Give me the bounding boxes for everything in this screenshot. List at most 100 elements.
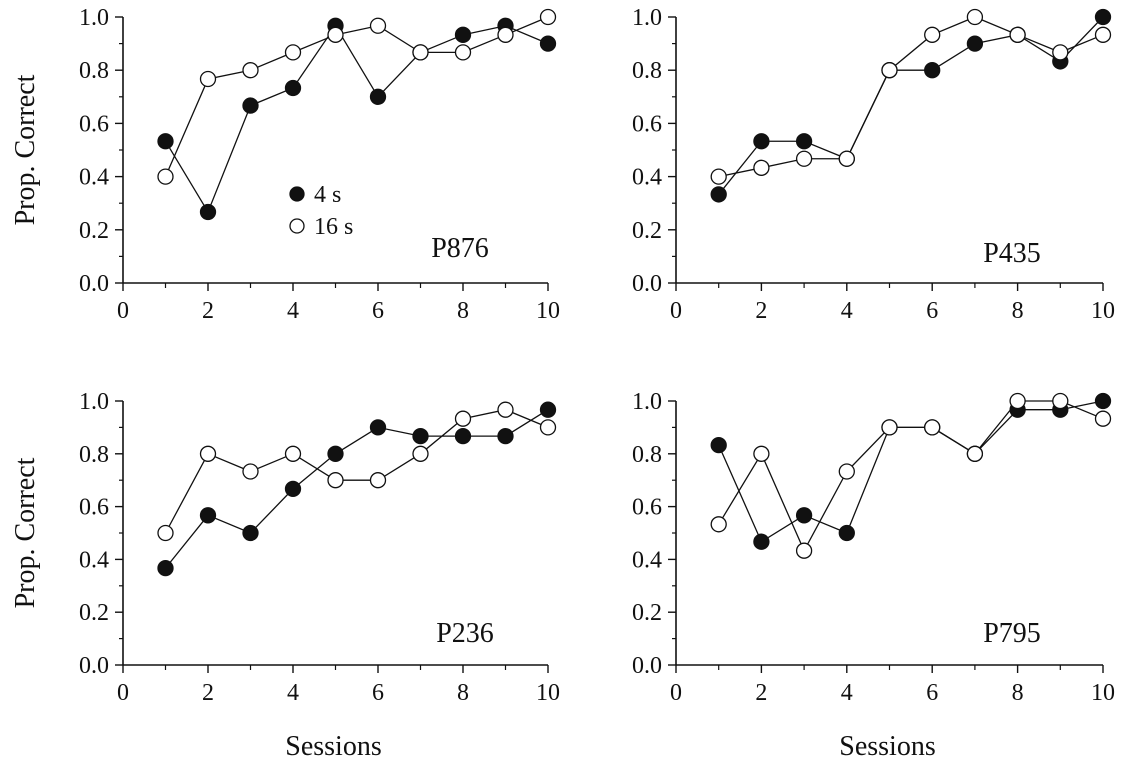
y-tick-label: 0.2 <box>632 218 662 244</box>
panel-p236: 0.0 0.2 0.4 0.6 0.8 1.0 0 2 4 6 8 10 Prop. Correct Se… <box>10 389 560 762</box>
series-line-16s <box>164 409 549 534</box>
data-point-16s <box>412 44 429 61</box>
data-point-4s <box>710 186 727 203</box>
data-point-16s <box>753 445 770 462</box>
data-point-16s <box>497 401 514 418</box>
data-point-16s <box>157 524 174 542</box>
data-point-16s <box>242 463 259 480</box>
x-tick-label: 8 <box>457 298 469 324</box>
data-point-16s <box>539 419 557 436</box>
x-tick-label: 10 <box>536 680 560 706</box>
data-point-16s <box>369 17 387 34</box>
data-point-4s <box>199 507 217 524</box>
data-point-16s <box>966 445 984 462</box>
data-point-16s <box>710 516 727 533</box>
data-point-16s <box>157 168 174 185</box>
data-point-4s <box>539 35 557 52</box>
data-point-4s <box>157 559 174 577</box>
data-point-16s <box>327 472 344 489</box>
data-point-4s <box>284 480 302 498</box>
y-tick-label: 0.6 <box>79 111 109 137</box>
legend-marker-16s <box>289 218 305 234</box>
x-tick-label: 2 <box>755 680 767 706</box>
series-line-4s <box>164 409 549 569</box>
data-point-16s <box>199 70 217 88</box>
y-tick-label: 0.6 <box>79 495 109 521</box>
data-point-4s <box>753 533 770 550</box>
series-line-16s <box>718 400 1104 553</box>
x-tick-label: 2 <box>202 298 214 324</box>
y-tick-label: 0.4 <box>632 547 662 573</box>
panel-p795: 0.0 0.2 0.4 0.6 0.8 1.0 0 2 4 6 8 10 Sessions P795 <box>632 389 1115 762</box>
data-point-16s <box>1052 392 1069 410</box>
data-point-4s <box>795 133 813 150</box>
data-point-4s <box>966 35 984 52</box>
data-point-4s <box>454 427 472 445</box>
x-tick-label: 0 <box>670 298 682 324</box>
data-point-16s <box>924 419 941 436</box>
x-tick-label: 2 <box>202 680 214 706</box>
y-tick-label: 0.4 <box>79 165 109 191</box>
series-line-4s <box>718 400 1104 543</box>
data-point-4s <box>327 445 344 462</box>
data-point-4s <box>795 507 813 524</box>
x-axis-title: Sessions <box>839 731 935 762</box>
y-tick-label: 1.0 <box>632 389 662 415</box>
y-axis-title: Prop. Correct <box>10 74 41 225</box>
series-line-4s <box>164 24 549 214</box>
panel-label: P236 <box>436 618 494 649</box>
data-point-4s <box>1094 8 1112 26</box>
data-point-16s <box>199 445 217 462</box>
data-point-16s <box>284 445 302 462</box>
data-point-16s <box>881 419 898 436</box>
y-tick-label: 0.4 <box>79 547 109 573</box>
data-point-16s <box>924 26 941 43</box>
panel-label: P795 <box>983 618 1041 649</box>
data-point-16s <box>1094 410 1112 427</box>
x-tick-label: 10 <box>1091 680 1115 706</box>
data-point-16s <box>369 472 387 489</box>
data-point-4s <box>454 26 472 43</box>
x-tick-label: 0 <box>670 680 682 706</box>
data-point-4s <box>710 436 727 454</box>
data-point-4s <box>284 79 302 97</box>
data-point-16s <box>1009 392 1026 410</box>
y-tick-label: 0.0 <box>79 271 109 297</box>
data-point-4s <box>242 97 259 114</box>
data-point-16s <box>1009 26 1026 43</box>
data-point-16s <box>412 445 429 462</box>
data-point-16s <box>539 8 557 26</box>
data-point-16s <box>242 62 259 79</box>
y-tick-label: 0.4 <box>632 165 662 191</box>
data-point-16s <box>795 150 813 167</box>
x-tick-label: 6 <box>926 680 938 706</box>
x-tick-label: 10 <box>1091 298 1115 324</box>
x-tick-label: 10 <box>536 298 560 324</box>
y-tick-label: 0.2 <box>632 600 662 626</box>
series-line-16s <box>164 16 549 177</box>
y-tick-label: 0.8 <box>79 58 109 84</box>
data-point-16s <box>1094 26 1112 43</box>
data-point-16s <box>454 44 472 61</box>
data-point-16s <box>327 26 344 43</box>
x-tick-label: 0 <box>117 298 129 324</box>
x-axis-title: Sessions <box>285 731 381 762</box>
data-point-16s <box>795 542 813 559</box>
x-tick-label: 4 <box>287 680 299 706</box>
y-tick-label: 0.0 <box>632 653 662 679</box>
x-tick-label: 6 <box>372 298 384 324</box>
data-point-4s <box>497 427 514 445</box>
x-tick-label: 8 <box>457 680 469 706</box>
x-tick-label: 2 <box>755 298 767 324</box>
data-point-16s <box>838 150 855 167</box>
y-tick-label: 1.0 <box>632 5 662 31</box>
data-point-4s <box>838 524 855 542</box>
y-tick-label: 0.6 <box>632 495 662 521</box>
legend-label-16s: 16 s <box>314 214 353 240</box>
data-point-16s <box>881 62 898 79</box>
data-point-16s <box>966 8 984 26</box>
x-tick-label: 4 <box>841 298 853 324</box>
data-point-4s <box>924 62 941 79</box>
series-line-16s <box>718 16 1104 178</box>
